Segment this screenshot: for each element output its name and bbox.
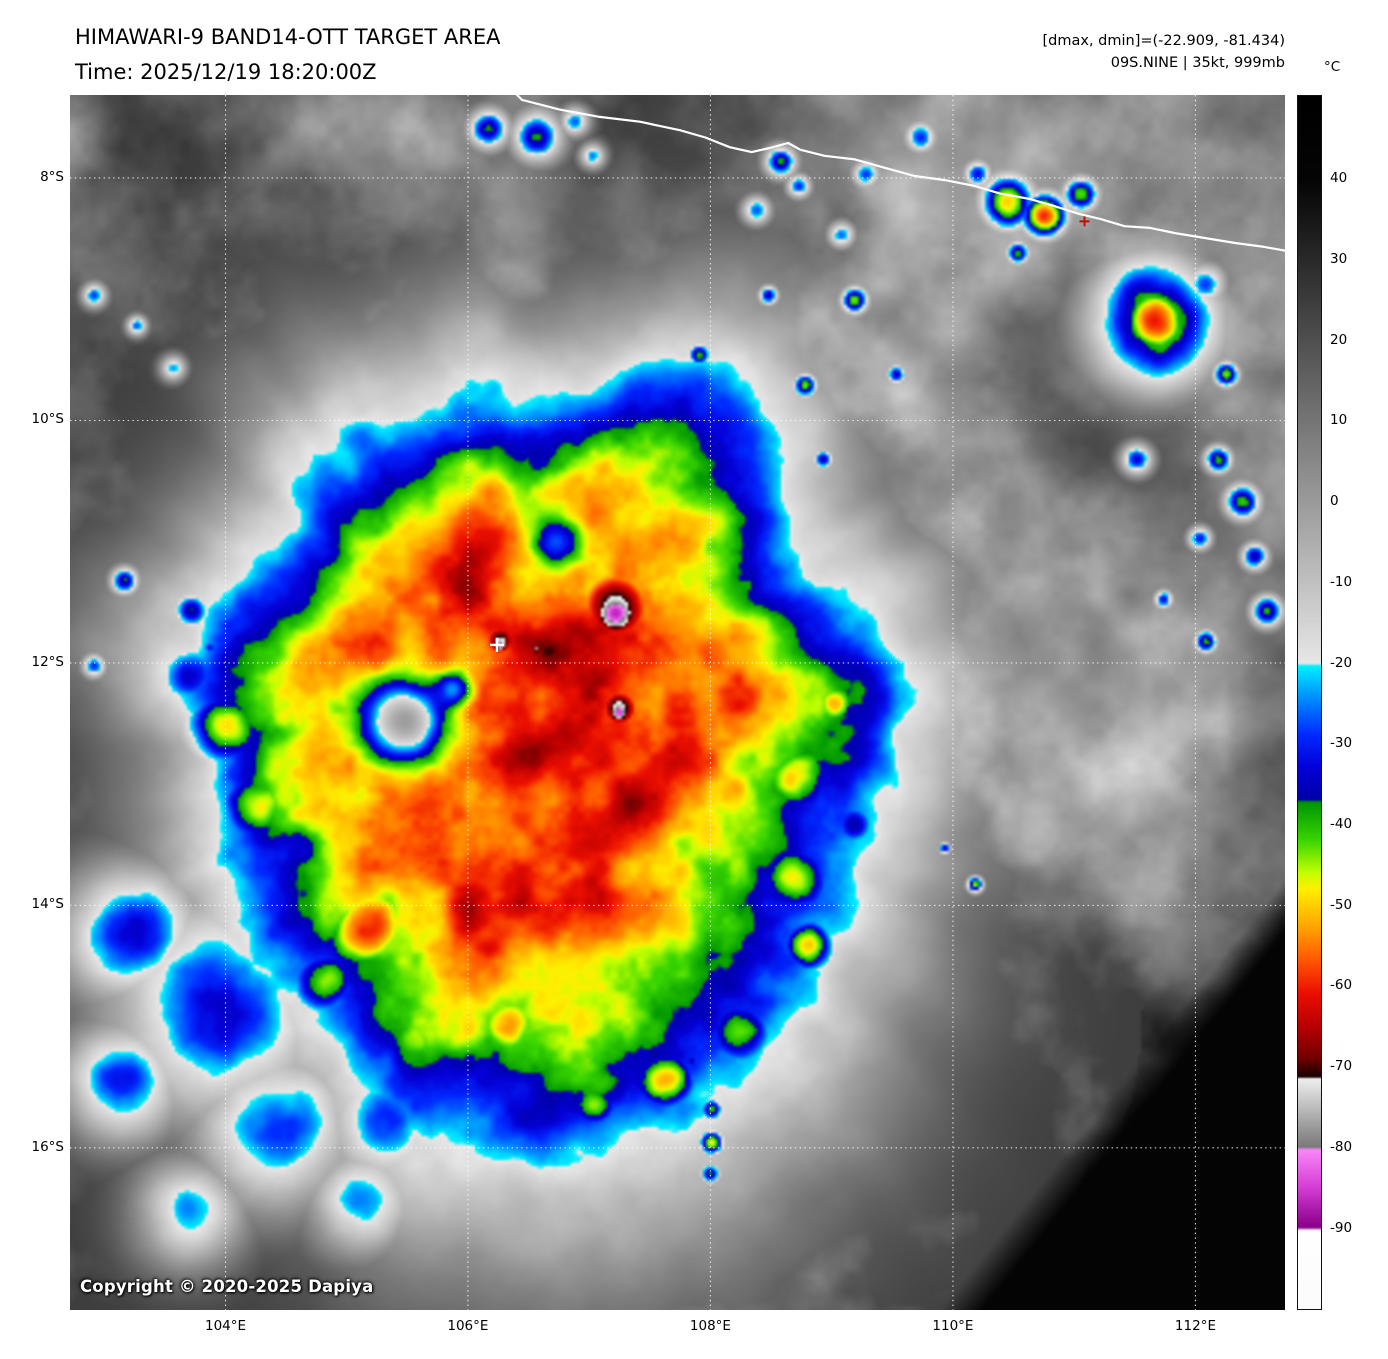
lat-tick-label: 10°S xyxy=(31,411,65,428)
plot-time: Time: 2025/12/19 18:20:00Z xyxy=(75,60,377,84)
plot-title: HIMAWARI-9 BAND14-OTT TARGET AREA xyxy=(75,25,501,49)
lat-tick-label: 12°S xyxy=(31,653,65,670)
plot-info: [dmax, dmin]=(-22.909, -81.434) 09S.NINE… xyxy=(1043,30,1286,74)
colorbar-tick-label: 30 xyxy=(1330,250,1348,267)
colorbar-gradient-canvas xyxy=(1298,96,1321,1309)
lat-tick-label: 16°S xyxy=(31,1138,65,1155)
colorbar-tick-label: -70 xyxy=(1330,1058,1353,1075)
colorbar-tick-label: -50 xyxy=(1330,896,1353,913)
colorbar xyxy=(1297,95,1322,1310)
coastline-path xyxy=(515,95,1285,252)
colorbar-tick-label: -30 xyxy=(1330,735,1353,752)
colorbar-tick-label: 40 xyxy=(1330,170,1348,187)
satellite-image-canvas xyxy=(70,95,1285,1310)
colorbar-tick-label: 20 xyxy=(1330,331,1348,348)
colorbar-unit-label: °C xyxy=(1324,59,1341,75)
colorbar-tick-label: 10 xyxy=(1330,412,1348,429)
satellite-map: Copyright © 2020-2025 Dapiya xyxy=(70,95,1285,1310)
lon-tick-label: 110°E xyxy=(932,1318,974,1334)
dmax-dmin-readout: [dmax, dmin]=(-22.909, -81.434) xyxy=(1042,33,1286,49)
lon-tick-label: 104°E xyxy=(204,1318,247,1334)
storm-id-intensity: 09S.NINE | 35kt, 999mb xyxy=(1110,55,1285,71)
lat-tick-label: 14°S xyxy=(31,896,65,913)
map-overlay xyxy=(70,95,1285,1310)
lon-tick-label: 112°E xyxy=(1174,1318,1216,1334)
lon-tick-label: 108°E xyxy=(689,1318,731,1334)
plot-header: HIMAWARI-9 BAND14-OTT TARGET AREA Time: … xyxy=(75,20,501,90)
lon-tick-label: 106°E xyxy=(447,1318,489,1334)
colorbar-tick-label: -90 xyxy=(1330,1219,1353,1236)
colorbar-tick-label: 0 xyxy=(1330,493,1339,510)
colorbar-tick-label: -60 xyxy=(1330,977,1353,994)
colorbar-tick-label: -20 xyxy=(1330,654,1353,671)
lat-tick-label: 8°S xyxy=(40,168,64,185)
copyright-watermark: Copyright © 2020-2025 Dapiya xyxy=(80,1277,374,1296)
colorbar-tick-label: -40 xyxy=(1330,816,1353,832)
colorbar-tick-label: -80 xyxy=(1330,1138,1353,1155)
colorbar-tick-label: -10 xyxy=(1330,573,1353,590)
